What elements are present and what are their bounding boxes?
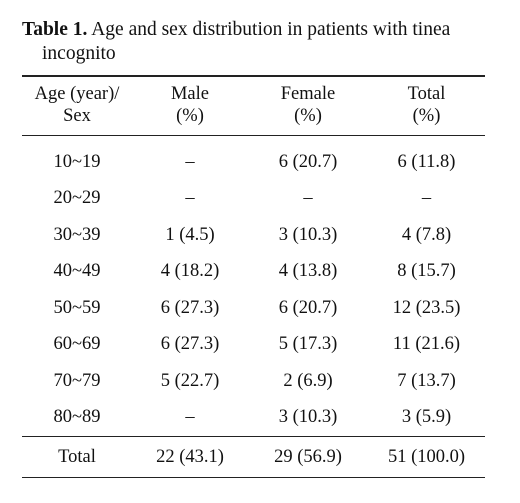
value-cell: 4 (13.8) [278,261,338,282]
age-cell: 50~59 [53,297,101,318]
value-cell: 11 (21.6) [392,334,461,355]
data-table: Age (year)/Sex Male (%) Female (%) Total (%) 1… [22,75,485,478]
value-cell: 4 (18.2) [160,261,220,282]
table-row: 50~59 6 (27.3) 6 (20.7) 12 (23.5) [22,290,485,327]
total-cell: 51 (100.0) [387,446,466,467]
age-cell: 60~69 [53,334,101,355]
age-cell: 70~79 [53,370,101,391]
value-cell: – [303,188,313,209]
total-cell: 29 (56.9) [274,446,342,467]
total-row: Total 22 (43.1) 29 (56.9) 51 (100.0) [22,436,485,478]
table-row: 10~19 – 6 (20.7) 6 (11.8) [22,136,485,181]
value-cell: 3 (10.3) [278,224,338,245]
header-line: Male [170,84,209,104]
header-cell: Age (year)/Sex [22,76,132,136]
header-cell: Total (%) [368,76,485,136]
header-line: (%) [176,106,204,126]
table-row: 20~29 – – – [22,181,485,218]
value-cell: – [421,188,432,209]
value-cell: 6 (27.3) [160,334,220,355]
total-cell: 22 (43.1) [156,446,224,467]
total-label: Total [58,446,96,467]
age-cell: 10~19 [53,151,101,172]
table-row: 40~49 4 (18.2) 4 (13.8) 8 (15.7) [22,254,485,291]
value-cell: 3 (10.3) [278,407,338,428]
header-cell: Female (%) [248,76,368,136]
age-cell: 30~39 [53,224,101,245]
table-row: 80~89 – 3 (10.3) 3 (5.9) [22,400,485,437]
value-cell: – [185,151,195,172]
age-cell: 20~29 [53,188,101,209]
value-cell: 6 (27.3) [160,297,220,318]
table-row: 60~69 6 (27.3) 5 (17.3) 11 (21.6) [22,327,485,364]
value-cell: 5 (22.7) [160,370,220,391]
value-cell: 3 (5.9) [401,407,452,428]
header-line: (%) [294,106,322,126]
table-row: 30~39 1 (4.5) 3 (10.3) 4 (7.8) [22,217,485,254]
age-cell: 40~49 [53,261,101,282]
header-cell: Male (%) [132,76,248,136]
header-line: Total [407,84,446,104]
value-cell: 12 (23.5) [392,297,461,318]
value-cell: – [185,407,195,428]
value-cell: – [185,188,195,209]
header-line: Sex [63,106,91,126]
age-cell: 80~89 [53,407,101,428]
caption-text: Age and sex distribution in patients wit… [42,19,451,64]
header-line: Age (year)/ [34,84,120,104]
header-row: Age (year)/Sex Male (%) Female (%) Total (%) [22,76,485,136]
value-cell: 4 (7.8) [401,224,452,245]
value-cell: 6 (11.8) [397,151,456,172]
value-cell: 8 (15.7) [397,261,456,282]
table-body: 10~19 – 6 (20.7) 6 (11.8) 20~29 – – – 30~39 1 (4.… [22,136,485,437]
caption-label: Table 1. [22,19,88,40]
table-caption: Table 1. Age and sex distribution in pat… [22,18,492,66]
value-cell: 6 (20.7) [278,151,338,172]
value-cell: 6 (20.7) [278,297,338,318]
value-cell: 1 (4.5) [165,224,215,245]
table-row: 70~79 5 (22.7) 2 (6.9) 7 (13.7) [22,363,485,400]
header-line: (%) [412,106,441,126]
table-footer: Total 22 (43.1) 29 (56.9) 51 (100.0) [22,436,485,478]
value-cell: 2 (6.9) [283,370,333,391]
table-header: Age (year)/Sex Male (%) Female (%) Total (%) [22,76,485,136]
header-line: Female [280,84,336,104]
value-cell: 7 (13.7) [397,370,456,391]
value-cell: 5 (17.3) [278,334,338,355]
